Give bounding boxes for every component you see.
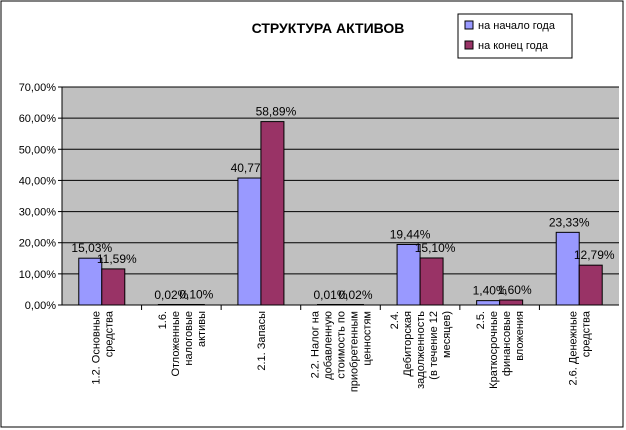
data-label-end: 1,60% <box>498 283 532 297</box>
y-tick-label: 40,00% <box>19 175 57 187</box>
chart-title: СТРУКТУРА АКТИВОВ <box>252 20 405 36</box>
bar-start-7 <box>555 231 580 306</box>
data-label-start: 15,03% <box>71 241 112 255</box>
data-label-start: 1,40% <box>473 284 507 298</box>
category-label-line: 1.6. <box>157 311 169 329</box>
category-label-line: 2.1. Запасы <box>256 311 268 371</box>
bar-start-6 <box>476 300 501 306</box>
data-label-end: 0,02% <box>338 288 372 302</box>
category-label-line: стоимость по <box>336 311 348 379</box>
bar-end-6 <box>499 299 524 306</box>
category-label-line: добавленную <box>323 311 335 380</box>
category-label-line: активы <box>196 311 208 347</box>
category-label-line: налоговые <box>183 311 195 366</box>
data-label-end: 11,59% <box>97 252 137 266</box>
category-label-line: Дебиторская <box>402 311 414 377</box>
category-label-line: средства <box>581 310 593 357</box>
legend: на начало года на конец года <box>457 13 573 59</box>
category-label: 2.5. Краткосрочные финансовые вложения <box>475 311 526 389</box>
y-tick-label: 10,00% <box>19 269 57 281</box>
category-label-line: ценностям <box>362 311 374 366</box>
bar-end-2 <box>180 304 205 306</box>
category-label: 2.6. Денежные средства <box>568 310 593 385</box>
category-label-line: 2.4. <box>389 311 401 329</box>
y-tick-label: 0,00% <box>25 300 56 312</box>
y-tick-label: 70,00% <box>19 82 57 94</box>
category-label-line: месяцев) <box>441 311 453 358</box>
data-label-end: 12,79% <box>574 248 615 262</box>
category-label-line: приобретенным <box>349 311 361 392</box>
data-label-end: 0,10% <box>179 288 213 302</box>
category-label-line: 1.2. Основные <box>90 311 102 385</box>
data-label-start: 0,01% <box>313 288 347 302</box>
category-label-line: финансовые <box>501 311 513 376</box>
category-label-line: 2.6. Денежные <box>568 311 580 386</box>
legend-label-end: на конец года <box>478 40 549 52</box>
plot-background <box>62 87 619 305</box>
data-label-end: 58,89% <box>256 105 297 119</box>
category-label-line: вложения <box>514 311 526 361</box>
bar-start-4 <box>317 304 341 306</box>
category-label-line: Отложенные <box>170 311 182 377</box>
category-label-line: Краткосрочные <box>488 311 500 389</box>
y-tick-label: 50,00% <box>19 144 57 156</box>
legend-swatch-end <box>464 40 474 50</box>
bar-start-2 <box>157 304 182 306</box>
data-label-start: 23,33% <box>549 215 590 229</box>
category-label-line: 2.2. Налог на <box>310 310 322 378</box>
bar-end-7 <box>578 264 603 306</box>
category-label: 2.4. Дебиторская задолженность (в течение 1… <box>389 311 453 389</box>
category-label: 2.1. Запасы <box>256 311 268 371</box>
y-tick-label: 60,00% <box>19 113 57 125</box>
bar-start-3 <box>237 177 262 306</box>
data-label-end: 15,10% <box>415 241 456 255</box>
data-label-start: 0,02% <box>154 288 188 302</box>
legend-label-start: на начало года <box>478 20 556 32</box>
y-tick-label: 20,00% <box>19 238 57 250</box>
y-tick-label: 30,00% <box>19 207 57 219</box>
category-label: 2.2. Налог на добавленную стоимость по прио… <box>310 310 374 392</box>
bar-end-3 <box>260 121 285 306</box>
bar-end-5 <box>419 257 444 306</box>
category-label: 1.6. Отложенные налоговые активы <box>157 311 208 377</box>
plot-area: 0,00% 10,00% 20,00% 30,00% 40,00% 50,00% 60,00… <box>19 82 619 392</box>
bar-end-4 <box>340 304 364 306</box>
category-label-line: средства <box>103 310 115 357</box>
category-label: 1.2. Основные средства <box>90 310 115 384</box>
data-label-start: 19,44% <box>390 227 431 241</box>
bar-end-1 <box>101 268 126 306</box>
legend-box <box>457 13 573 59</box>
category-label-line: 2.5. <box>475 311 487 329</box>
category-label-line: задолженность <box>415 311 427 389</box>
legend-swatch-start <box>464 20 474 30</box>
category-label-line: (в течение 12 <box>428 311 440 380</box>
